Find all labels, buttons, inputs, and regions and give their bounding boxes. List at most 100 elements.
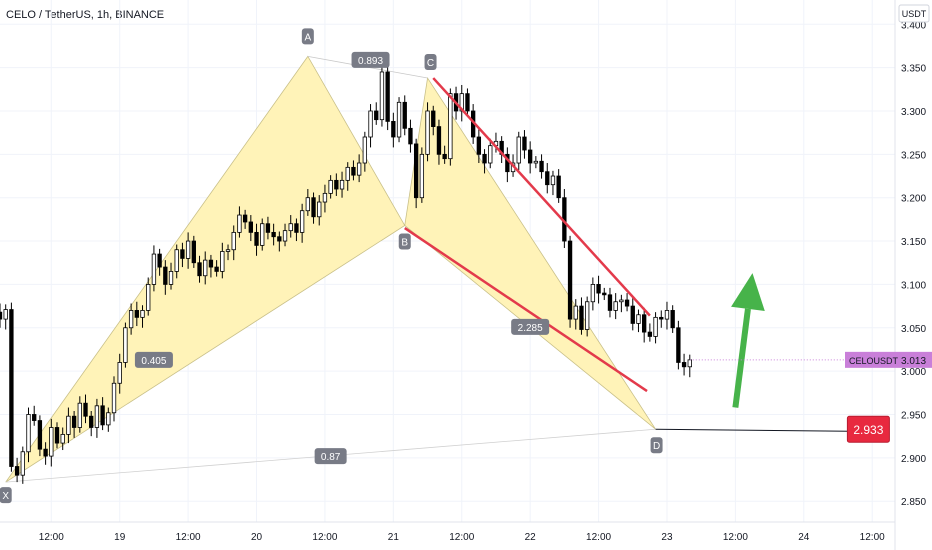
last-price-symbol: CELOUSDT (849, 356, 899, 366)
candle-body (659, 316, 664, 320)
candle-body (0, 311, 3, 320)
candle-body (242, 214, 248, 223)
candle-body (94, 405, 100, 428)
candle-body (642, 314, 647, 333)
price-tick-label: 3.000 (901, 367, 926, 378)
ratio-badge (511, 318, 550, 335)
candle-body (436, 126, 442, 155)
ratio-badge (314, 448, 347, 465)
price-tick-label: 3.100 (901, 280, 926, 291)
candle-body (334, 179, 339, 190)
candle-body (140, 310, 145, 318)
candle-body (636, 314, 641, 324)
price-tick-label: 3.050 (901, 324, 926, 335)
candle-body (322, 192, 328, 203)
candle-body (180, 249, 185, 259)
candle-body (299, 210, 305, 233)
candle-body (43, 448, 48, 457)
candle-body (408, 127, 413, 145)
candle-body (9, 309, 14, 467)
candle-body (630, 305, 635, 324)
candle-body (225, 249, 231, 252)
time-tick-label: 12:00 (586, 532, 611, 543)
ratio-label: 2.285 (518, 323, 543, 334)
target-line (655, 428, 850, 432)
ratio-label: 0.405 (141, 356, 166, 367)
candle-body (146, 284, 151, 311)
time-tick-label: 23 (661, 532, 673, 543)
candle-body (516, 136, 521, 164)
candle-body (134, 310, 139, 318)
chart-grid (0, 0, 895, 522)
candle-body (71, 415, 77, 428)
candle-body (602, 292, 607, 296)
candle-body (356, 162, 362, 176)
candle-body (271, 231, 276, 238)
pattern-point-badge (650, 437, 663, 454)
candle-body (402, 101, 407, 129)
candle-body (305, 197, 311, 212)
time-tick-label: 12:00 (449, 532, 474, 543)
candle-body (391, 120, 396, 138)
last-price-tag (845, 351, 932, 368)
candle-body (191, 240, 196, 264)
ratio-label: 0.87 (321, 452, 341, 463)
candle-body (32, 414, 37, 421)
candle-body (220, 251, 225, 272)
chart-overlays: 2.933 CELOUSDT 3.013 (404, 77, 932, 443)
candle-body (431, 110, 436, 127)
pattern-point-label: D (653, 441, 660, 452)
candle-body (527, 149, 533, 164)
candle-body (288, 223, 293, 232)
candle-body (203, 259, 208, 277)
candle-body (265, 223, 271, 233)
pattern-point-badge (301, 28, 314, 45)
candle-body (237, 214, 242, 233)
candle-body (579, 305, 584, 330)
bullish-arrow-shaft (732, 308, 751, 408)
pattern-point-badge (424, 54, 437, 71)
time-tick-label: 19 (114, 532, 126, 543)
candle-body (77, 402, 82, 428)
channel-line (432, 77, 651, 317)
target-price-box (846, 415, 890, 443)
candle-body (248, 221, 253, 233)
candle-body (260, 223, 265, 246)
price-tick-label: 2.850 (901, 497, 926, 508)
candle-body (613, 301, 618, 311)
currency-badge (898, 4, 930, 23)
candle-body (664, 310, 670, 320)
price-tick-label: 3.300 (901, 107, 926, 118)
candle-body (26, 414, 31, 453)
candle-body (317, 201, 322, 218)
candle-body (476, 136, 482, 155)
candle-body (482, 153, 487, 164)
candle-body (117, 362, 122, 384)
candle-body (545, 171, 550, 186)
candle-body (123, 327, 128, 363)
candle-body (83, 402, 88, 417)
candle-body (488, 145, 493, 164)
candle-body (653, 316, 658, 337)
candle-body (14, 466, 20, 476)
pattern-point-label: A (304, 32, 311, 43)
candle-body (550, 175, 556, 186)
ratio-badge (134, 351, 173, 368)
pattern-point-label: C (427, 58, 434, 69)
candle-body (345, 166, 350, 181)
candle-body (277, 236, 282, 242)
candle-body (419, 153, 425, 199)
candle-body (328, 179, 333, 194)
candle-body (351, 166, 356, 176)
ratio-badge (351, 51, 390, 68)
price-tick-label: 3.250 (901, 150, 926, 161)
candle-body (368, 110, 373, 138)
time-tick-label: 12:00 (312, 532, 337, 543)
candle-body (533, 160, 539, 164)
pattern-point-badge (398, 233, 411, 250)
candle-body (413, 143, 419, 199)
chart-title: CELO / TetherUS, 1h, BINANCE (6, 9, 165, 21)
candle-body (37, 420, 43, 450)
candle-body (590, 284, 596, 303)
